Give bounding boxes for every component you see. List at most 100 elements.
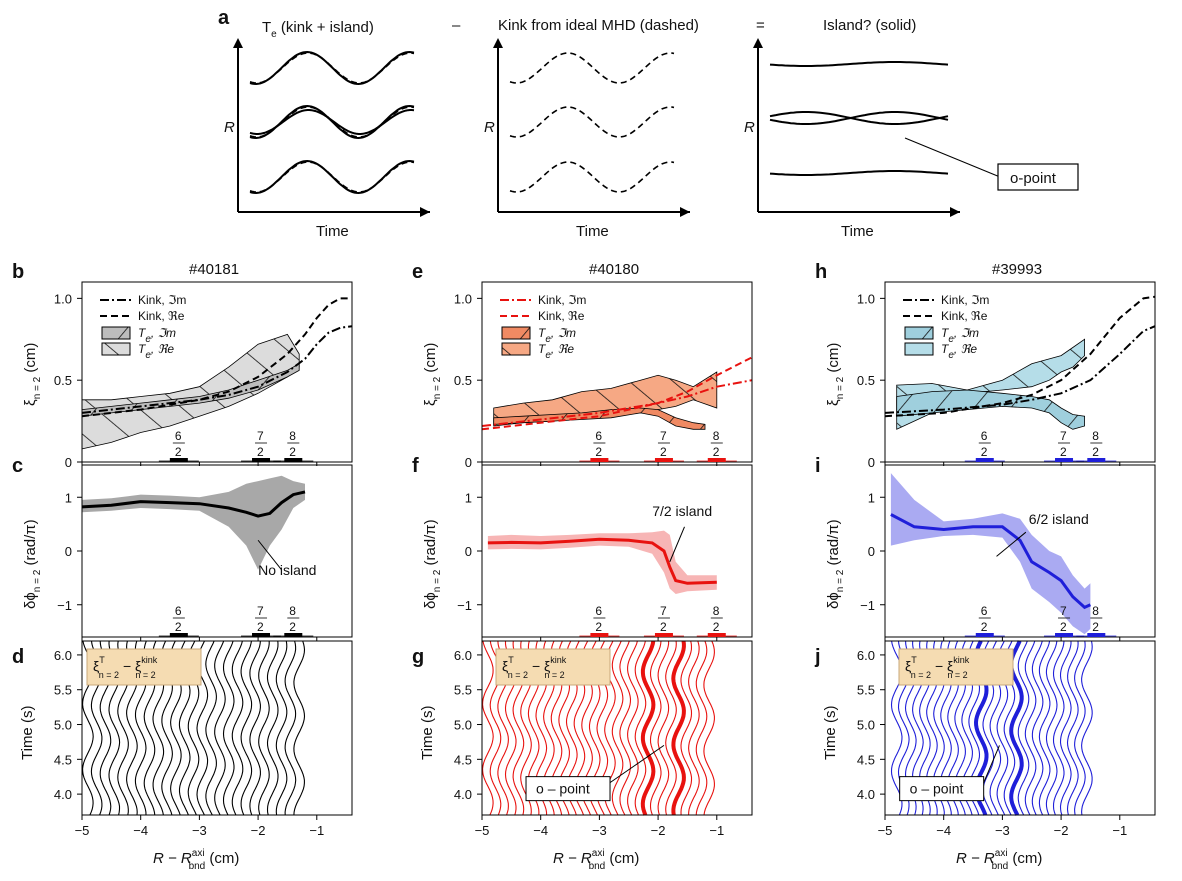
opoint-label: o-point (1010, 170, 1057, 187)
arrow-right-icon (950, 207, 960, 217)
time-ylabel: Time (s) (419, 706, 436, 760)
temperature-contour (657, 641, 670, 816)
y-tick-label: 6.0 (54, 648, 72, 663)
resonance-marker (169, 458, 188, 462)
x-tick-label: −2 (1054, 823, 1069, 838)
temperature-contour (1066, 640, 1079, 816)
resonance-marker (707, 633, 726, 637)
y-tick-label: 5.0 (454, 718, 472, 733)
resonance-den: 2 (289, 620, 296, 634)
shot-title: #39993 (992, 261, 1042, 278)
xi-ylabel: ξn = 2 (cm) (422, 343, 443, 406)
temperature-contour (634, 640, 647, 816)
y-tick-label: 5.0 (857, 718, 875, 733)
legend-kink-im: Kink, ℑm (138, 293, 186, 307)
temperature-contour (222, 640, 235, 816)
te-solid-line (249, 104, 415, 140)
resonance-num: 6 (981, 604, 988, 618)
no-island-label: No island (258, 562, 316, 578)
island-line (769, 61, 949, 67)
y-tick-label: 4.5 (857, 752, 875, 767)
y-tick-label: 0.5 (54, 373, 72, 388)
resonance-num: 7 (257, 429, 264, 443)
legend-te-im-swatch (101, 326, 131, 340)
axes-frame (81, 640, 353, 816)
resonance-num: 8 (1092, 429, 1099, 443)
schematic-xlabel: Time (841, 223, 874, 240)
resonance-marker (284, 633, 303, 637)
xi-ylabel-text: ξn = 2 (cm) (422, 343, 443, 406)
legend-kink-im: Kink, ℑm (941, 293, 989, 307)
legend-te-re: Te, ℜe (538, 342, 574, 361)
axes-frame (81, 464, 353, 638)
opoint-box (997, 163, 1079, 191)
schematic-panel-a: a Te (kink + island) – Kink from ideal MHD … (218, 7, 1079, 240)
xi-ylabel-text: ξn = 2 (cm) (825, 343, 846, 406)
schematic-1: R Time (224, 38, 430, 240)
panel-letter-j: j (814, 646, 821, 668)
kink-im-line (81, 325, 353, 414)
te-solid-line (249, 50, 415, 86)
legend-te-re-swatch (501, 342, 531, 356)
arrow-right-icon (680, 207, 690, 217)
resonance-num: 8 (289, 604, 296, 618)
opoint-leader (904, 137, 1001, 178)
te-solid-line (249, 159, 415, 195)
x-tick-label: −3 (592, 823, 607, 838)
resonance-num: 6 (595, 604, 602, 618)
y-tick-label: 5.5 (454, 683, 472, 698)
header-minus: – (452, 17, 461, 34)
y-tick-label: 0 (65, 455, 72, 470)
temperature-contour (703, 640, 715, 816)
axes-frame (884, 281, 1156, 463)
arrow-up-icon (233, 38, 243, 48)
opoint-leader (609, 744, 665, 784)
kink-re-line (481, 356, 753, 431)
x-tick-label: −4 (936, 823, 951, 838)
resonance-marker (169, 633, 188, 637)
resonance-marker (1087, 633, 1106, 637)
resonance-marker (654, 633, 673, 637)
y-tick-label: 0 (868, 544, 875, 559)
x-tick-label: −4 (133, 823, 148, 838)
schematic-xlabel: Time (576, 223, 609, 240)
resonance-marker (707, 458, 726, 462)
resonance-marker (590, 458, 609, 462)
formula-box (898, 648, 1014, 686)
panel-letter-d: d (12, 646, 24, 668)
x-tick-label: −1 (1112, 823, 1127, 838)
legend-te-im-swatch (904, 326, 934, 340)
shot-title: #40180 (589, 261, 639, 278)
legend-te-im: Te, ℑm (538, 326, 576, 345)
temperature-contour (249, 640, 261, 816)
legend-te-re: Te, ℜe (941, 342, 977, 361)
panel-letter-h: h (815, 261, 827, 283)
opoint-box (899, 776, 985, 802)
axes-frame (481, 464, 753, 638)
y-tick-label: −1 (457, 598, 472, 613)
opoint-box (525, 776, 611, 802)
time-ylabel: Time (s) (19, 706, 36, 760)
annotation-leader (669, 526, 685, 562)
resonance-den: 2 (257, 445, 264, 459)
resonance-den: 2 (595, 620, 602, 634)
schematic-ylabel: R (224, 119, 235, 136)
y-tick-label: −1 (57, 598, 72, 613)
resonance-marker (590, 633, 609, 637)
axes-frame (81, 281, 353, 463)
panel-j-contours: j 6.0 5.5 5.0 4.5 4.0 Time (s) ξT n = 2 − ξkink n… (814, 462, 1156, 872)
formula-label: ξT n = 2 − ξkink n = 2 (905, 655, 970, 680)
temperature-contour (240, 640, 253, 816)
temperature-contour (640, 640, 656, 816)
island-line (769, 111, 949, 125)
y-tick-label: 0 (465, 544, 472, 559)
legend-kink-re: Kink, ℜe (941, 309, 988, 323)
y-tick-label: 5.0 (54, 718, 72, 733)
resonance-den: 2 (713, 445, 720, 459)
